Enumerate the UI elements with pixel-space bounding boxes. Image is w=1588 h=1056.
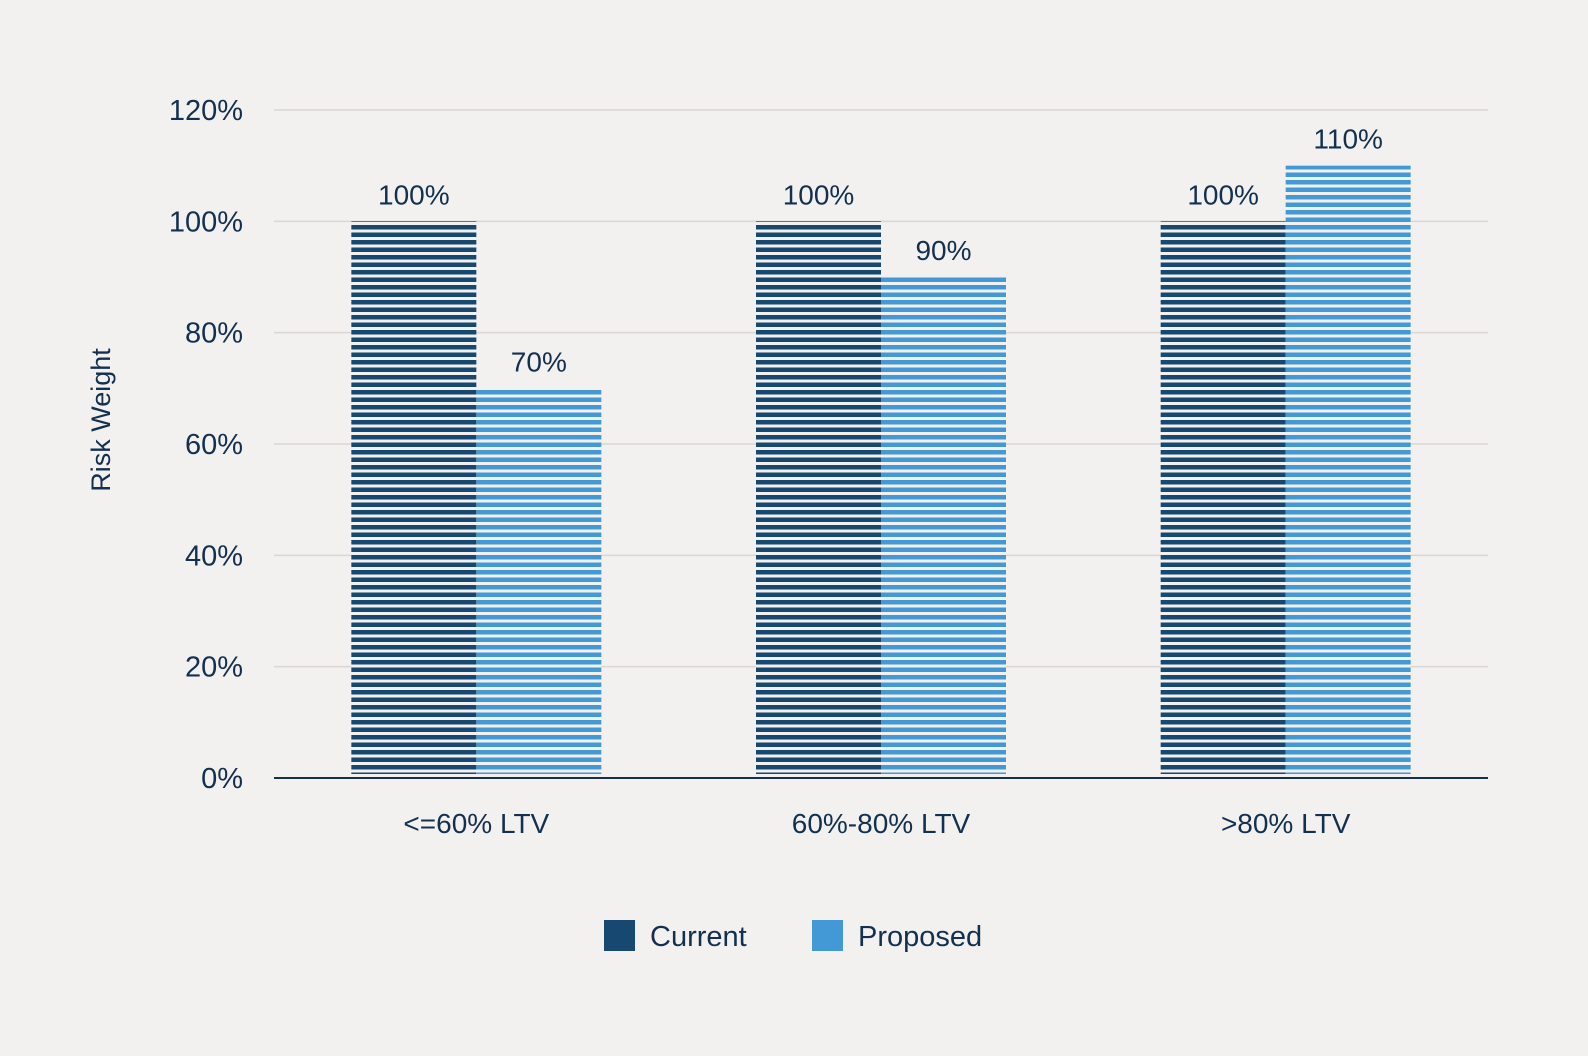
data-labels: 100% 70% 100% 90% 100% 110% <box>378 124 1383 378</box>
legend-label-current: Current <box>650 921 747 953</box>
y-tick-label: 120% <box>169 95 243 127</box>
bar-proposed-3 <box>1285 165 1411 774</box>
x-category-label: <=60% LTV <box>403 808 549 839</box>
data-label-proposed-1: 70% <box>511 346 567 377</box>
y-tick-label: 80% <box>185 318 243 350</box>
data-label-current-2: 100% <box>783 179 855 210</box>
data-label-current-3: 100% <box>1187 179 1259 210</box>
y-tick-label: 100% <box>169 206 243 238</box>
x-category-label: >80% LTV <box>1221 808 1351 839</box>
x-category-label: 60%-80% LTV <box>792 808 971 839</box>
y-axis-ticks: 0% 20% 40% 60% 80% 100% 120% <box>169 95 243 795</box>
legend-swatch-proposed <box>812 920 843 951</box>
legend-label-proposed: Proposed <box>858 921 982 953</box>
data-label-proposed-2: 90% <box>915 235 971 266</box>
data-label-current-1: 100% <box>378 179 450 210</box>
bar-proposed-1 <box>476 388 602 774</box>
bar-current-1 <box>351 221 477 775</box>
legend-swatch-current <box>604 920 635 951</box>
data-label-proposed-3: 110% <box>1313 124 1383 155</box>
bar-proposed-2 <box>881 277 1006 774</box>
x-axis-categories: <=60% LTV 60%-80% LTV >80% LTV <box>403 808 1350 839</box>
bar-current-2 <box>756 221 881 775</box>
y-tick-label: 40% <box>185 540 243 572</box>
y-tick-label: 60% <box>185 429 243 461</box>
bars <box>351 165 1411 775</box>
y-tick-label: 0% <box>201 763 243 795</box>
bar-current-3 <box>1160 221 1286 775</box>
y-tick-label: 20% <box>185 652 243 684</box>
legend: Current Proposed <box>604 920 982 953</box>
y-axis-title: Risk Weight <box>86 348 116 492</box>
